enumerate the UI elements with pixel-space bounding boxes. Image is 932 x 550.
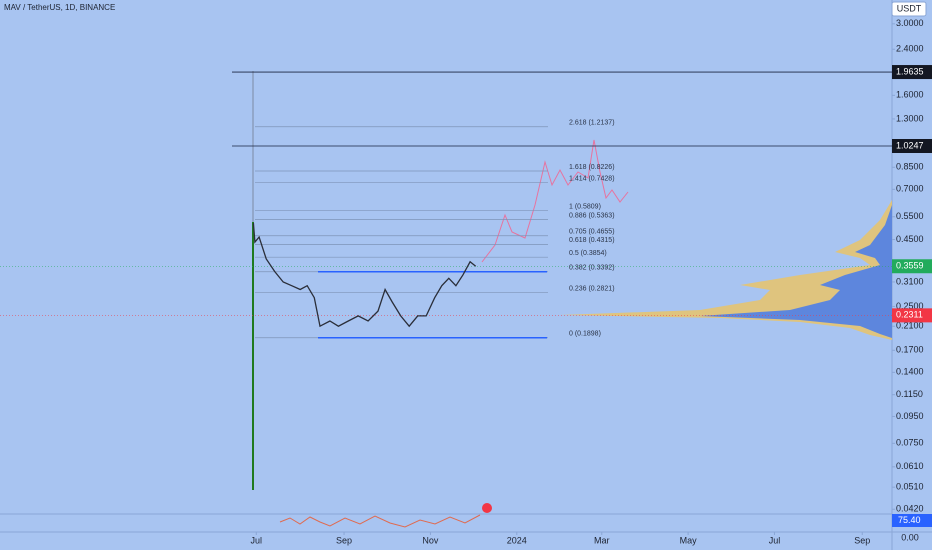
rsi-tag: [892, 514, 932, 527]
projection-path: [481, 139, 629, 263]
price-tag-label: 0.3559: [896, 261, 924, 271]
y-tick-label: 0.1150: [896, 389, 923, 399]
rsi-line: [279, 514, 481, 528]
x-tick-label: Mar: [594, 535, 610, 545]
x-tick-label: Sep: [854, 535, 870, 545]
x-tick-label: Jul: [251, 535, 263, 545]
volume-profile-blue: [700, 205, 892, 338]
y-tick-label: 0.5500: [896, 211, 924, 221]
x-tick-label: 2024: [507, 535, 527, 545]
price-tag: [892, 259, 932, 274]
y-tick-label: 0.2500: [896, 301, 924, 311]
rsi-tag-label: 75.40: [898, 515, 921, 525]
y-tick-label: 0.0750: [896, 438, 924, 448]
y-tick-label: 0.0950: [896, 411, 924, 421]
fib-label: 0.382 (0.3392): [569, 265, 615, 272]
fib-label: 0.5 (0.3854): [569, 250, 607, 257]
y-tick-label: 2.4000: [896, 44, 924, 54]
y-tick-label: 0.0510: [896, 482, 924, 492]
x-tick-label: Sep: [336, 535, 352, 545]
y-tick-label: 0.7000: [896, 184, 924, 194]
price-line-series: [252, 223, 477, 328]
currency-button[interactable]: [891, 1, 927, 17]
x-tick-label: Nov: [422, 535, 439, 545]
fib-label: 1.414 (0.7428): [569, 175, 615, 182]
y-tick-label: 0.1700: [896, 345, 924, 355]
fib-label: 0 (0.1898): [569, 331, 601, 338]
fib-label: 0.886 (0.5363): [569, 212, 615, 219]
fib-label: 0.236 (0.2821): [569, 286, 615, 293]
currency-label[interactable]: USDT: [897, 3, 922, 13]
fib-label: 0.618 (0.4315): [569, 237, 615, 244]
price-tag: [892, 139, 932, 154]
chart-title: MAV / TetherUS, 1D, BINANCE: [4, 3, 115, 12]
price-tag-label: 1.0247: [896, 140, 924, 150]
fib-label: 1 (0.5809): [569, 203, 601, 210]
price-tag-label: 0.2311: [896, 310, 923, 320]
fib-label: 1.618 (0.8226): [569, 164, 615, 171]
y-tick-label: 0.1400: [896, 367, 924, 377]
y-tick-label: 0.0610: [896, 461, 924, 471]
y-tick-label: 0.4500: [896, 234, 924, 244]
price-tag-label: 1.9635: [896, 66, 924, 76]
fib-label: 0.705 (0.4655): [569, 229, 615, 236]
fib-label: 2.618 (1.2137): [569, 120, 615, 127]
x-tick-label: May: [680, 535, 698, 545]
y-tick-label: 0.0420: [896, 504, 924, 514]
rsi-axis-label: 0.00: [901, 532, 919, 542]
y-tick-label: 0.8500: [896, 162, 924, 172]
x-tick-label: Jul: [769, 535, 781, 545]
y-tick-label: 0.3100: [896, 276, 924, 286]
event-icon[interactable]: [482, 503, 492, 513]
y-tick-label: 3.0000: [896, 18, 924, 28]
y-tick-label: 1.6000: [896, 90, 924, 100]
price-tag: [892, 65, 932, 80]
price-tag: [892, 308, 932, 323]
volume-profile-yellow: [560, 200, 892, 340]
y-tick-label: 1.3000: [896, 113, 924, 123]
y-tick-label: 0.2100: [896, 321, 924, 331]
